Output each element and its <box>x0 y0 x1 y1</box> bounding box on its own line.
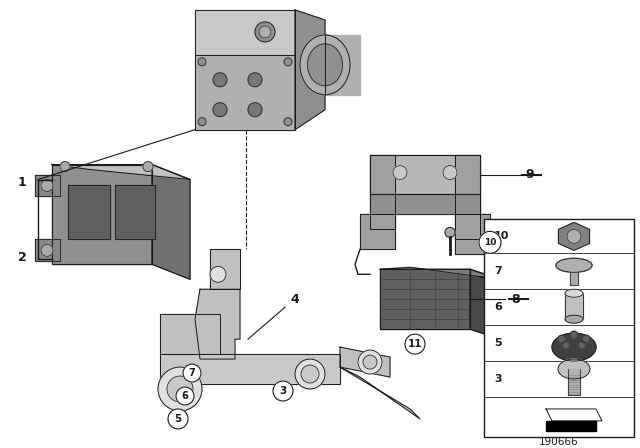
Polygon shape <box>35 239 60 261</box>
Text: 3: 3 <box>494 374 502 384</box>
Polygon shape <box>160 354 340 384</box>
Text: 3: 3 <box>280 386 287 396</box>
Polygon shape <box>195 289 240 359</box>
Circle shape <box>158 367 202 411</box>
Polygon shape <box>295 10 325 129</box>
Text: 4: 4 <box>291 293 300 306</box>
Polygon shape <box>195 55 295 129</box>
Text: 190666: 190666 <box>539 437 579 447</box>
Text: 6: 6 <box>494 302 502 312</box>
Text: 7: 7 <box>189 368 195 378</box>
Circle shape <box>210 266 226 282</box>
Circle shape <box>445 228 455 237</box>
Polygon shape <box>195 10 295 55</box>
Text: 10: 10 <box>494 231 509 241</box>
Circle shape <box>255 22 275 42</box>
Ellipse shape <box>556 258 592 272</box>
Circle shape <box>168 409 188 429</box>
Polygon shape <box>340 347 390 377</box>
Circle shape <box>582 335 590 343</box>
Polygon shape <box>325 35 360 95</box>
Circle shape <box>301 365 319 383</box>
Ellipse shape <box>552 333 596 361</box>
Polygon shape <box>160 314 220 354</box>
Circle shape <box>183 364 201 382</box>
Ellipse shape <box>300 35 350 95</box>
Circle shape <box>198 58 206 66</box>
Circle shape <box>143 162 153 172</box>
Text: 10: 10 <box>484 238 496 247</box>
Ellipse shape <box>565 289 583 297</box>
Ellipse shape <box>307 44 342 86</box>
Circle shape <box>562 341 570 349</box>
Ellipse shape <box>565 315 583 323</box>
Polygon shape <box>565 293 583 319</box>
Circle shape <box>167 376 193 402</box>
Text: 9: 9 <box>525 168 534 181</box>
Circle shape <box>248 103 262 116</box>
Ellipse shape <box>556 258 592 272</box>
Circle shape <box>358 350 382 374</box>
Polygon shape <box>370 155 395 229</box>
Circle shape <box>393 166 407 180</box>
Text: 11: 11 <box>408 339 422 349</box>
Polygon shape <box>568 369 580 395</box>
Polygon shape <box>455 155 480 239</box>
Circle shape <box>259 26 271 38</box>
Circle shape <box>198 118 206 126</box>
Bar <box>484 220 634 437</box>
Polygon shape <box>115 185 155 239</box>
Text: 5: 5 <box>174 414 182 424</box>
Circle shape <box>578 341 586 349</box>
Circle shape <box>60 162 70 172</box>
Circle shape <box>248 73 262 87</box>
Polygon shape <box>152 164 190 279</box>
Text: 2: 2 <box>18 251 26 264</box>
Polygon shape <box>340 367 420 419</box>
Text: 7: 7 <box>494 266 502 276</box>
Text: 8: 8 <box>512 293 520 306</box>
Circle shape <box>295 359 325 389</box>
Polygon shape <box>210 250 240 289</box>
Circle shape <box>176 387 194 405</box>
Circle shape <box>443 166 457 180</box>
Ellipse shape <box>558 359 590 379</box>
Text: 5: 5 <box>494 338 502 348</box>
Circle shape <box>284 58 292 66</box>
Polygon shape <box>370 155 480 194</box>
Polygon shape <box>546 409 602 421</box>
Circle shape <box>558 335 566 343</box>
Polygon shape <box>559 222 589 250</box>
Polygon shape <box>68 185 110 239</box>
Polygon shape <box>546 421 596 431</box>
Circle shape <box>213 103 227 116</box>
Polygon shape <box>470 269 500 339</box>
Polygon shape <box>52 164 190 180</box>
Polygon shape <box>52 164 152 264</box>
Circle shape <box>273 381 293 401</box>
Polygon shape <box>380 267 500 279</box>
Circle shape <box>284 118 292 126</box>
Circle shape <box>41 180 53 191</box>
Circle shape <box>213 73 227 87</box>
Polygon shape <box>35 175 60 197</box>
Polygon shape <box>380 269 470 329</box>
Ellipse shape <box>556 258 592 272</box>
Circle shape <box>405 334 425 354</box>
Polygon shape <box>570 265 578 285</box>
Text: 1: 1 <box>18 176 26 189</box>
Polygon shape <box>370 194 480 215</box>
Polygon shape <box>360 215 395 250</box>
Circle shape <box>363 355 377 369</box>
Circle shape <box>41 244 53 256</box>
Circle shape <box>479 232 501 254</box>
Circle shape <box>567 229 581 243</box>
Circle shape <box>570 331 578 339</box>
Text: 6: 6 <box>182 391 188 401</box>
Polygon shape <box>455 215 490 254</box>
